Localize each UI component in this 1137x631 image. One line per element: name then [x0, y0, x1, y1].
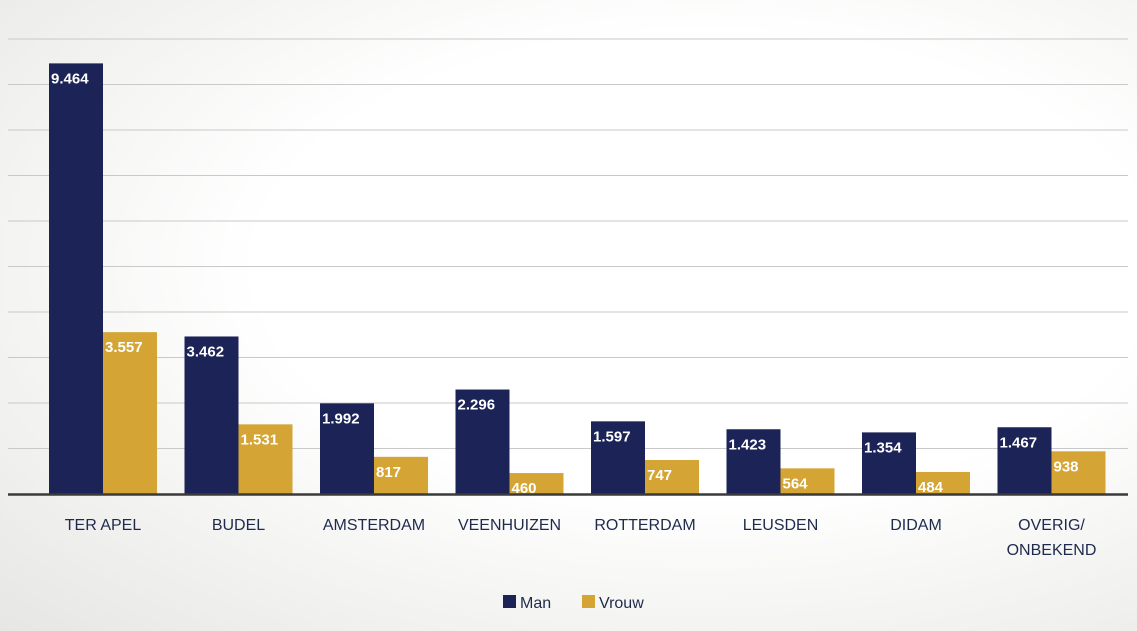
data-label: 1.992	[322, 410, 360, 427]
bar-vrouw	[103, 332, 157, 494]
data-label: 817	[376, 464, 401, 481]
bar-man	[997, 427, 1052, 494]
bar-man	[184, 336, 239, 494]
data-label: 3.462	[187, 343, 225, 360]
bar-vrouw	[916, 471, 970, 494]
category-label: ROTTERDAM	[594, 517, 695, 534]
bar-vrouw	[645, 460, 699, 494]
data-label: 3.557	[105, 339, 143, 356]
category-label: TER APEL	[65, 517, 142, 534]
bar-man	[591, 421, 645, 494]
bar-man	[455, 389, 510, 494]
data-label: 564	[783, 475, 809, 492]
legend-swatch-vrouw	[582, 595, 595, 608]
category-label: VEENHUIZEN	[458, 517, 561, 534]
data-label: 747	[647, 467, 672, 484]
data-label: 1.467	[1000, 434, 1038, 451]
category-label: DIDAM	[890, 517, 942, 534]
category-label: BUDEL	[212, 517, 265, 534]
bar-man	[49, 63, 103, 494]
bar-vrouw	[780, 468, 835, 494]
bar-man	[726, 429, 781, 494]
data-label: 1.531	[241, 431, 279, 448]
bar-vrouw	[238, 424, 293, 494]
data-label: 484	[918, 479, 944, 496]
bar-vrouw	[509, 473, 564, 494]
legend-label-man: Man	[520, 595, 551, 612]
data-label: 938	[1054, 458, 1079, 475]
bar-vrouw	[374, 456, 428, 494]
category-label: OVERIG/ONBEKEND	[1007, 517, 1097, 559]
bar-vrouw	[1051, 451, 1106, 494]
data-label: 1.354	[864, 439, 902, 456]
category-label: LEUSDEN	[743, 517, 819, 534]
data-label: 1.423	[729, 436, 767, 453]
data-label: 1.597	[593, 428, 631, 445]
bar-man	[862, 432, 916, 494]
data-label: 2.296	[458, 397, 496, 414]
bar-man	[320, 403, 374, 494]
data-label: 9.464	[51, 70, 89, 87]
category-label: AMSTERDAM	[323, 517, 425, 534]
legend-swatch-man	[503, 595, 516, 608]
legend-label-vrouw: Vrouw	[599, 595, 644, 612]
data-label: 460	[512, 480, 537, 497]
